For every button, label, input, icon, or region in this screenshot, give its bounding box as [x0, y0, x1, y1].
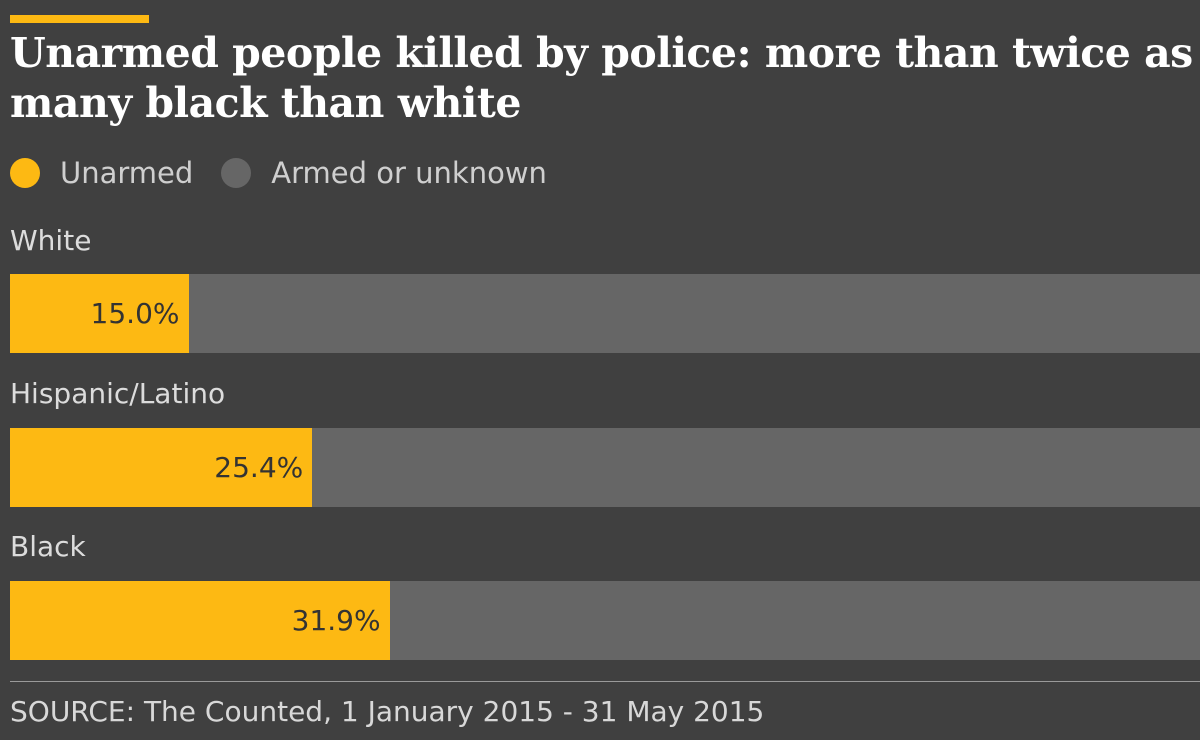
value-label: 15.0% — [90, 297, 180, 330]
bar-unarmed — [10, 581, 390, 660]
legend-item-unarmed: Unarmed — [10, 156, 193, 190]
source-note: SOURCE: The Counted, 1 January 2015 - 31… — [10, 695, 765, 728]
bar-armed-or-unknown: 25.4% — [10, 428, 1200, 507]
legend-dot-unarmed-icon — [10, 158, 40, 188]
value-label: 25.4% — [214, 451, 304, 484]
accent-rule — [10, 15, 149, 23]
chart-title: Unarmed people killed by police: more th… — [10, 29, 1193, 127]
legend-item-armed: Armed or unknown — [221, 156, 547, 190]
bar-unarmed — [10, 428, 313, 507]
legend-label: Armed or unknown — [271, 156, 547, 190]
divider — [10, 681, 1200, 682]
legend-dot-armed-icon — [221, 158, 252, 188]
legend: Unarmed Armed or unknown — [10, 156, 575, 190]
bar-unarmed — [10, 274, 189, 353]
category-label: Hispanic/Latino — [10, 377, 226, 410]
category-label: White — [10, 224, 92, 257]
category-label: Black — [10, 530, 86, 563]
bar-armed-or-unknown: 31.9% — [10, 581, 1200, 660]
bar-armed-or-unknown: 15.0% — [10, 274, 1200, 353]
legend-label: Unarmed — [60, 156, 194, 190]
value-label: 31.9% — [291, 604, 381, 637]
